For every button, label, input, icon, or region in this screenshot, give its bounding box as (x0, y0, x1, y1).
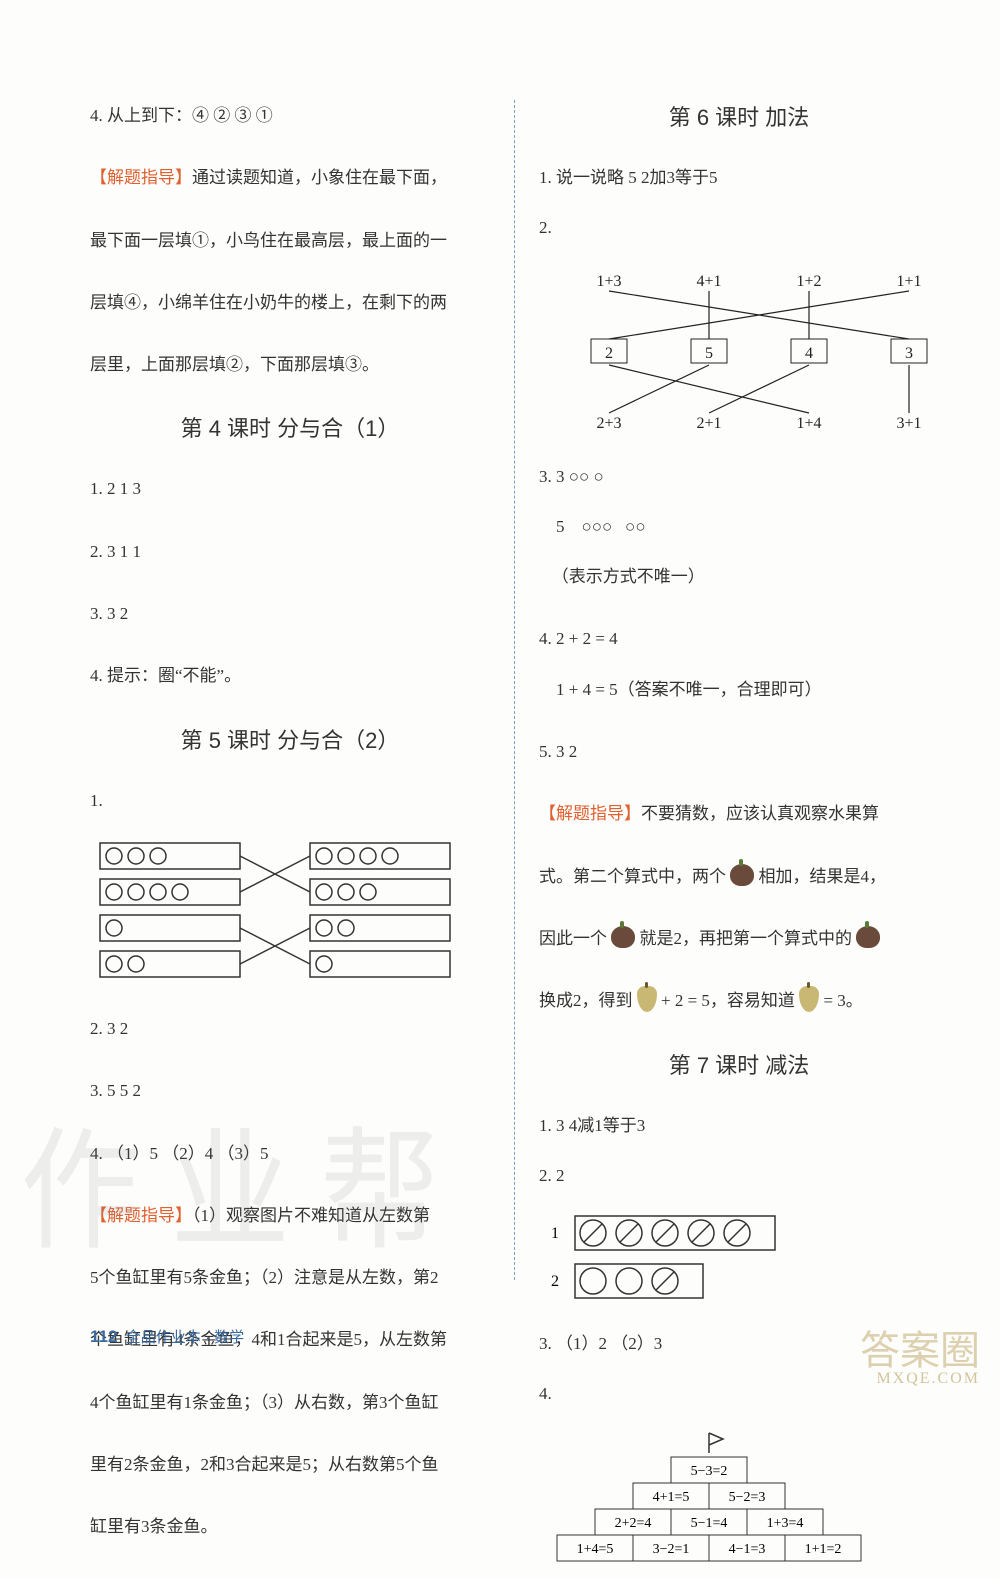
left-column: 4. 从上到下：④ ② ③ ① 【解题指导】通过读题知道，小象住在最下面， 最下… (90, 100, 490, 1280)
svg-text:1+1: 1+1 (896, 273, 921, 290)
svg-text:5−1=4: 5−1=4 (691, 1516, 728, 1531)
q4-hint-line1: 【解题指导】通过读题知道，小象住在最下面， (90, 162, 490, 194)
svg-text:1+4: 1+4 (796, 415, 821, 432)
svg-text:3−2=1: 3−2=1 (653, 1542, 690, 1557)
svg-text:1: 1 (551, 1225, 559, 1242)
l5-hint-1-text: （1）观察图片不难知道从左数第 (192, 1206, 430, 1225)
l4-1: 1. 2 1 3 (90, 473, 490, 505)
page: 4. 从上到下：④ ② ③ ① 【解题指导】通过读题知道，小象住在最下面， 最下… (0, 0, 1000, 1407)
svg-text:1+2: 1+2 (796, 273, 821, 290)
corner-small: MXQE.COM (860, 1371, 980, 1387)
l5-4: 4. （1）5 （2）4 （3）5 (90, 1138, 490, 1170)
pear-icon (799, 986, 819, 1012)
r6-hint-4c: = 3。 (823, 991, 862, 1010)
r6-hint-2a: 式。第二个算式中，两个 (539, 867, 726, 886)
column-divider (514, 100, 515, 1280)
r6-hint-3b: 就是2，再把第一个算式中的 (640, 929, 853, 948)
corner-watermark: 答案圈 MXQE.COM (860, 1331, 980, 1387)
svg-text:2+2=4: 2+2=4 (615, 1516, 652, 1531)
svg-text:1+1=2: 1+1=2 (805, 1542, 842, 1557)
svg-text:1+4=5: 1+4=5 (577, 1542, 614, 1557)
lesson5-title: 第 5 课时 分与合（2） (90, 723, 490, 755)
l5-hint-1: 【解题指导】（1）观察图片不难知道从左数第 (90, 1200, 490, 1232)
svg-text:3: 3 (905, 345, 913, 362)
r7-pyramid: 5−3=24+1=5 5−2=3 2+2=4 5−1=4 1+3=4 1+4=5 3−2=1… (539, 1429, 939, 1579)
l5-hint-2: 5个鱼缸里有5条金鱼；（2）注意是从左数，第2 (90, 1262, 490, 1294)
l5-1-label: 1. (90, 785, 490, 817)
svg-text:2: 2 (551, 1273, 559, 1290)
svg-text:2+3: 2+3 (596, 415, 621, 432)
r6-1: 1. 说一说略 5 2加3等于5 (539, 162, 939, 194)
r6-hint-2b: 相加，结果是4， (759, 867, 887, 886)
svg-text:5: 5 (705, 345, 713, 362)
l4-4: 4. 提示：圈“不能”。 (90, 660, 490, 692)
l5-3: 3. 5 5 2 (90, 1075, 490, 1107)
hint-label-2: 【解题指导】 (90, 1206, 192, 1225)
svg-text:4+1=5: 4+1=5 (653, 1490, 690, 1505)
svg-text:5−2=3: 5−2=3 (729, 1490, 766, 1505)
r6-hint-4: 换成2，得到 + 2 = 5，容易知道 = 3。 (539, 985, 939, 1017)
q4-hint-line2: 最下面一层填①，小鸟住在最高层，最上面的一 (90, 225, 490, 257)
hint-label: 【解题指导】 (90, 168, 192, 187)
svg-text:4−1=3: 4−1=3 (729, 1542, 766, 1557)
pear-icon (637, 986, 657, 1012)
r6-matching-diagram: 1+3 4+1 1+2 1+1 2 5 4 3 2+3 2+1 1+4 3+1 (539, 263, 939, 443)
svg-text:4: 4 (805, 345, 813, 362)
q4-answer: 4. 从上到下：④ ② ③ ① (90, 100, 490, 132)
two-column-layout: 4. 从上到下：④ ② ③ ① 【解题指导】通过读题知道，小象住在最下面， 最下… (90, 100, 940, 1280)
page-number: 112 (90, 1327, 117, 1346)
q4-hint-line4: 层里，上面那层填②，下面那层填③。 (90, 349, 490, 381)
svg-text:2+1: 2+1 (696, 415, 721, 432)
r6-3c: （表示方式不唯一） (539, 561, 939, 593)
l4-3: 3. 3 2 (90, 598, 490, 630)
l5-hint-4: 4个鱼缸里有1条金鱼；（3）从右数，第3个鱼缸 (90, 1387, 490, 1419)
r6-4b: 1 + 4 = 5（答案不唯一，合理即可） (539, 674, 939, 706)
r7-1: 1. 3 4减1等于3 (539, 1110, 939, 1142)
r6-hint-4b: + 2 = 5，容易知道 (661, 991, 795, 1010)
r6-3b: 5 ○○○ ○○ (539, 511, 939, 543)
hint-text: 通过读题知道，小象住在最下面， (192, 168, 447, 187)
r6-5: 5. 3 2 (539, 736, 939, 768)
r6-hint-3a: 因此一个 (539, 929, 607, 948)
l5-hint-6: 缸里有3条金鱼。 (90, 1511, 490, 1543)
r6-hint-1: 【解题指导】不要猜数，应该认真观察水果算 (539, 798, 939, 830)
lesson6-title: 第 6 课时 加法 (539, 100, 939, 132)
r7-2: 2. 2 (539, 1160, 939, 1192)
l5-matching-diagram (90, 835, 490, 995)
r6-3a: 3. 3 ○○ ○ (539, 461, 939, 493)
l5-1-number: 1. (90, 791, 103, 810)
r6-hint-3: 因此一个 就是2，再把第一个算式中的 (539, 923, 939, 955)
l4-2: 2. 3 1 1 (90, 536, 490, 568)
r7-circle-boxes: 12 (539, 1210, 939, 1310)
page-footer: 112 全品作业本 · 数学 (90, 1326, 244, 1347)
r6-4a: 4. 2 + 2 = 4 (539, 623, 939, 655)
corner-big: 答案圈 (860, 1331, 980, 1371)
svg-text:2: 2 (605, 345, 613, 362)
r6-hint-2: 式。第二个算式中，两个 相加，结果是4， (539, 861, 939, 893)
svg-text:1+3=4: 1+3=4 (767, 1516, 804, 1531)
lesson7-title: 第 7 课时 减法 (539, 1048, 939, 1080)
book-name: 全品作业本 · 数学 (126, 1329, 244, 1346)
fruit-icon (611, 926, 635, 948)
right-column: 第 6 课时 加法 1. 说一说略 5 2加3等于5 2. 1+34+11+21… (539, 100, 939, 1280)
r6-2-label: 2. (539, 212, 939, 244)
hint-label-3: 【解题指导】 (539, 804, 641, 823)
lesson4-title: 第 4 课时 分与合（1） (90, 411, 490, 443)
fruit-icon (856, 926, 880, 948)
r6-hint-4a: 换成2，得到 (539, 991, 633, 1010)
svg-text:5−3=2: 5−3=2 (691, 1464, 728, 1479)
svg-text:4+1: 4+1 (696, 273, 721, 290)
l5-hint-5: 里有2条金鱼，2和3合起来是5；从右数第5个鱼 (90, 1449, 490, 1481)
svg-text:1+3: 1+3 (596, 273, 621, 290)
q4-hint-line3: 层填④，小绵羊住在小奶牛的楼上，在剩下的两 (90, 287, 490, 319)
r6-hint-1-text: 不要猜数，应该认真观察水果算 (641, 804, 879, 823)
fruit-icon (730, 864, 754, 886)
l5-2: 2. 3 2 (90, 1013, 490, 1045)
svg-text:3+1: 3+1 (896, 415, 921, 432)
